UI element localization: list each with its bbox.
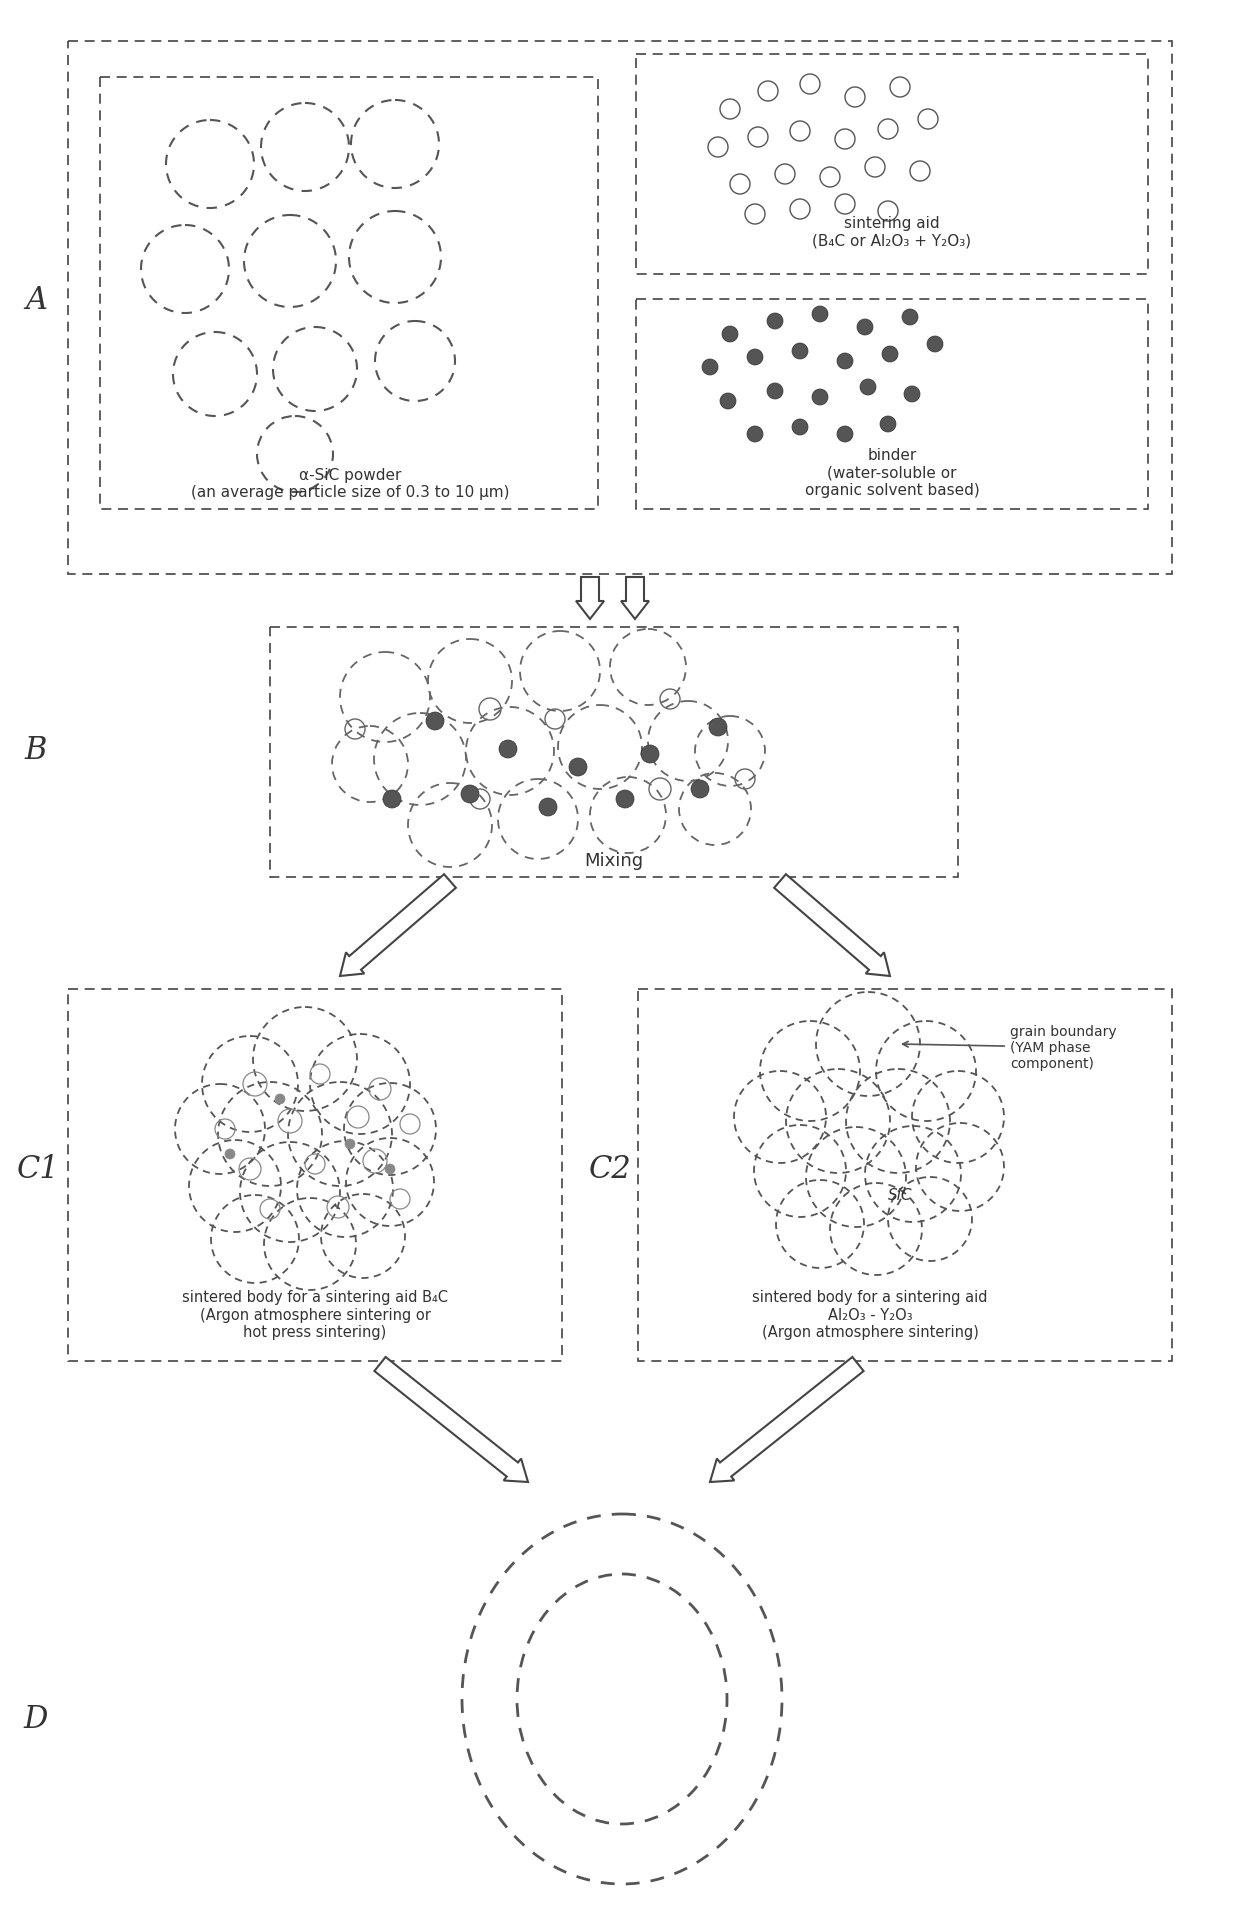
Text: sintered body for a sintering aid
Al₂O₃ - Y₂O₃
(Argon atmosphere sintering): sintered body for a sintering aid Al₂O₃ … — [753, 1289, 988, 1339]
Text: sintered body for a sintering aid B₄C
(Argon atmosphere sintering or
hot press s: sintered body for a sintering aid B₄C (A… — [182, 1289, 448, 1339]
Text: D: D — [24, 1704, 48, 1735]
Circle shape — [384, 1164, 396, 1173]
Circle shape — [792, 344, 808, 359]
Circle shape — [904, 386, 920, 403]
Circle shape — [861, 380, 875, 396]
Polygon shape — [340, 874, 456, 977]
Polygon shape — [621, 577, 649, 620]
Text: α-SiC powder
(an average particle size of 0.3 to 10 μm): α-SiC powder (an average particle size o… — [191, 467, 510, 500]
Circle shape — [720, 394, 737, 409]
Circle shape — [498, 741, 517, 758]
Text: binder
(water-soluble or
organic solvent based): binder (water-soluble or organic solvent… — [805, 448, 980, 498]
Circle shape — [812, 307, 828, 322]
Polygon shape — [374, 1357, 528, 1482]
Text: A: A — [25, 284, 47, 315]
Polygon shape — [577, 577, 604, 620]
Circle shape — [882, 347, 898, 363]
Circle shape — [722, 326, 738, 344]
Circle shape — [768, 315, 782, 330]
Circle shape — [616, 791, 634, 809]
Circle shape — [345, 1139, 355, 1150]
Circle shape — [746, 427, 763, 442]
Circle shape — [709, 718, 727, 737]
Polygon shape — [711, 1357, 863, 1482]
Text: sintering aid
(B₄C or Al₂O₃ + Y₂O₃): sintering aid (B₄C or Al₂O₃ + Y₂O₃) — [812, 216, 972, 247]
Text: B: B — [25, 733, 47, 764]
Text: C1: C1 — [16, 1154, 60, 1185]
Circle shape — [275, 1094, 285, 1104]
Circle shape — [857, 320, 873, 336]
Text: SiC: SiC — [888, 1187, 913, 1202]
Circle shape — [641, 745, 658, 764]
Circle shape — [383, 791, 401, 809]
Circle shape — [427, 712, 444, 731]
Circle shape — [928, 338, 942, 353]
Circle shape — [901, 311, 918, 326]
Circle shape — [691, 780, 709, 799]
Text: C2: C2 — [589, 1154, 631, 1185]
Circle shape — [746, 349, 763, 367]
Circle shape — [224, 1150, 236, 1160]
Circle shape — [837, 353, 853, 371]
Circle shape — [880, 417, 897, 432]
Circle shape — [461, 786, 479, 803]
Circle shape — [702, 359, 718, 376]
Circle shape — [837, 427, 853, 442]
Circle shape — [569, 758, 587, 776]
Polygon shape — [774, 874, 890, 977]
Circle shape — [792, 421, 808, 436]
Text: grain boundary
(YAM phase
component): grain boundary (YAM phase component) — [903, 1025, 1117, 1071]
Circle shape — [539, 799, 557, 816]
Circle shape — [812, 390, 828, 405]
Circle shape — [768, 384, 782, 400]
Text: Mixing: Mixing — [584, 851, 644, 870]
